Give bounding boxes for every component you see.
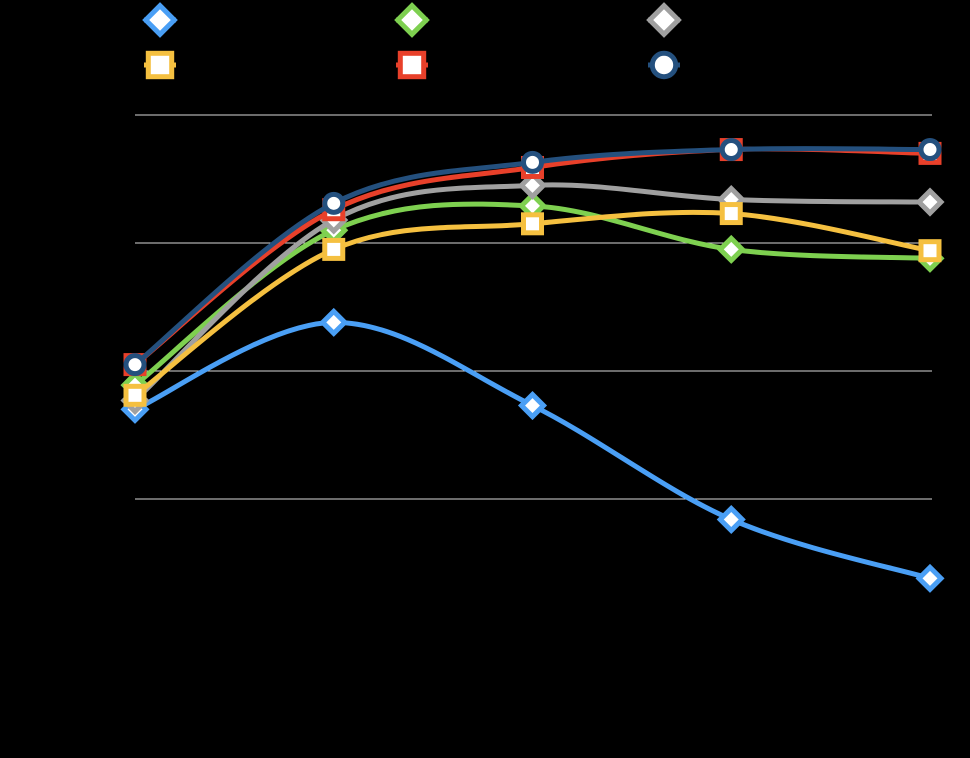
data-point [915, 563, 945, 593]
data-point [719, 202, 743, 226]
data-point [521, 212, 544, 236]
legend-marker [142, 2, 178, 38]
data-point [521, 150, 544, 174]
data-point [319, 307, 349, 337]
legend-marker [397, 50, 427, 80]
legend-marker [649, 50, 679, 80]
data-point [123, 383, 147, 407]
legend-marker [145, 50, 175, 80]
data-point [322, 237, 346, 261]
data-point [517, 391, 548, 421]
data-point [716, 234, 746, 264]
data-point [123, 353, 147, 377]
data-point [918, 138, 942, 162]
series-line [133, 319, 931, 581]
legend-marker [646, 2, 682, 38]
legend-marker [394, 2, 430, 38]
data-point [716, 504, 746, 535]
data-point [918, 239, 942, 263]
data-point [517, 170, 548, 200]
series-line [133, 209, 931, 398]
data-point [322, 191, 346, 215]
data-point [719, 138, 743, 162]
data-point [915, 187, 945, 217]
